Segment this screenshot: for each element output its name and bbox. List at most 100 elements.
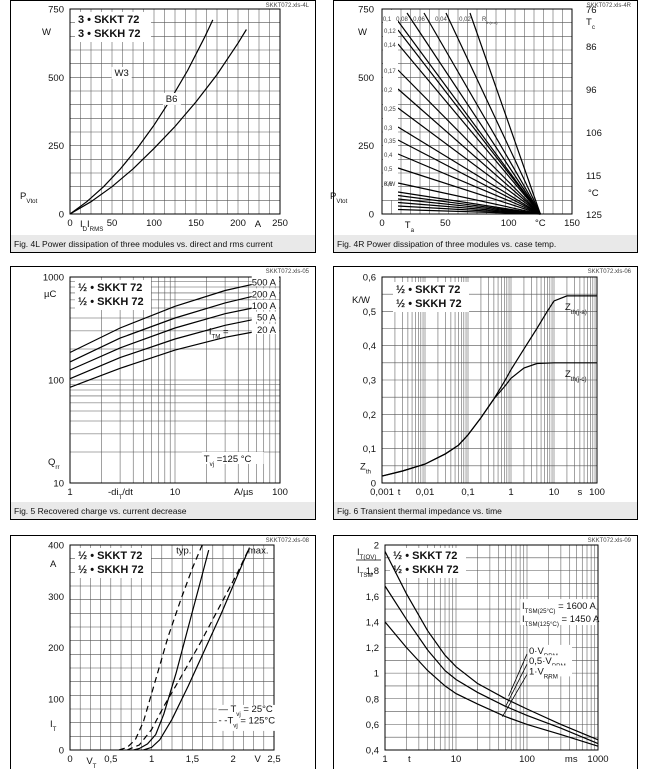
x-tick-label: 10 bbox=[170, 487, 181, 498]
series-line bbox=[69, 331, 253, 388]
x-tick-label: 100 bbox=[501, 218, 517, 229]
y-tick-label: 1,8 bbox=[366, 566, 379, 577]
title-backdrop bbox=[75, 12, 151, 42]
chart-reference-code: SKKT072.xls-4L bbox=[266, 3, 310, 9]
rth-top-label: 0,02 bbox=[459, 17, 471, 23]
right-axis-tick-label: 86 bbox=[586, 42, 597, 53]
legend-backdrop bbox=[216, 704, 297, 731]
panel-border bbox=[10, 0, 316, 253]
x-tick-label: 50 bbox=[107, 218, 118, 229]
series-label-zth-jc: Zth(j-c) bbox=[565, 369, 587, 383]
chart-title-line: 3 • SKKH 72 bbox=[78, 28, 141, 40]
series-line bbox=[69, 295, 253, 363]
rth-line bbox=[397, 43, 541, 215]
y-tick-label: 0,5 bbox=[363, 307, 376, 318]
y-tick-label: 10 bbox=[53, 479, 64, 490]
y-tick-label: 0,8 bbox=[366, 694, 379, 705]
series-label: 200 A bbox=[252, 289, 277, 300]
x-tick-label: 0 bbox=[67, 218, 72, 229]
x-tick-label: 1000 bbox=[587, 754, 608, 765]
label-backdrop bbox=[162, 92, 181, 105]
x-tick-label: 1 bbox=[382, 754, 387, 765]
series-line-b6 bbox=[69, 29, 247, 215]
rth-line bbox=[397, 153, 541, 215]
rth-left-label: 0,17 bbox=[384, 69, 396, 75]
chart-title-line: ½ • SKKT 72 bbox=[396, 284, 460, 296]
x-tick-label: 1 bbox=[508, 487, 513, 498]
plot-frame bbox=[381, 8, 573, 215]
series-label: 50 A bbox=[257, 313, 277, 324]
x-tick-label: 0,1 bbox=[461, 487, 474, 498]
title-backdrop bbox=[75, 280, 151, 310]
x-unit-label: A/µs bbox=[234, 487, 253, 498]
rth-left-label: 0,35 bbox=[384, 139, 396, 145]
series-label-w3: W3 bbox=[115, 68, 129, 79]
y-axis-label-denominator: ITSM bbox=[357, 565, 373, 579]
figure-caption: Fig. 5 Recovered charge vs. current decr… bbox=[14, 506, 187, 516]
y-tick-label: 400 bbox=[48, 541, 64, 552]
figure-caption: Fig. 4R Power dissipation of three modul… bbox=[337, 239, 556, 249]
y-tick-label: 300 bbox=[48, 592, 64, 603]
rth-line bbox=[397, 88, 541, 215]
chart-panel-8: SKKT072.xls-09 0,4 0,6 0,8 1 1,2 1,4 1,6 1,8 2 1 10… bbox=[333, 535, 638, 770]
chart-reference-code: SKKT072.xls-08 bbox=[266, 538, 310, 544]
y-tick-label: 100 bbox=[48, 694, 64, 705]
rth-left-label: 0,2 bbox=[384, 88, 393, 94]
y-tick-label: 750 bbox=[358, 5, 374, 16]
y-tick-label: 500 bbox=[358, 73, 374, 84]
series-line bbox=[118, 545, 203, 750]
x-axis-label: t bbox=[408, 754, 411, 765]
rth-line bbox=[397, 208, 541, 215]
x-tick-label: 150 bbox=[188, 218, 204, 229]
x-tick-label: 100 bbox=[272, 487, 288, 498]
series-line bbox=[384, 551, 599, 741]
x-tick-label: 1,5 bbox=[186, 754, 199, 765]
x-tick-label: 10 bbox=[549, 487, 560, 498]
leader-line bbox=[502, 674, 528, 717]
y-tick-label: 0 bbox=[369, 210, 374, 221]
grid-lines bbox=[381, 8, 573, 215]
y-tick-label: 0,4 bbox=[363, 341, 376, 352]
series-label-zth-ja: Zth(j-a) bbox=[565, 302, 587, 316]
x-axis-label-2: , IRMS bbox=[82, 219, 104, 233]
label-backdrop bbox=[201, 451, 264, 464]
rth-line bbox=[397, 29, 541, 215]
annotation-max: max. bbox=[248, 546, 269, 557]
plot-frame bbox=[69, 276, 281, 484]
rth-line bbox=[397, 139, 541, 215]
y-axis-label: IT bbox=[50, 719, 57, 733]
y-tick-label: 0,4 bbox=[366, 746, 379, 757]
x-unit-label: V bbox=[255, 754, 262, 765]
x-tick-label: 100 bbox=[519, 754, 535, 765]
title-backdrop bbox=[75, 548, 151, 578]
rth-left-label: 0,6 bbox=[384, 182, 393, 188]
y-unit-label: K/W bbox=[352, 295, 370, 306]
rth-left-label: 0,14 bbox=[384, 43, 396, 49]
y-tick-label: 0,6 bbox=[363, 273, 376, 284]
y-axis-label: Qrr bbox=[48, 457, 60, 471]
label-backdrop bbox=[251, 311, 279, 322]
series-label: 100 A bbox=[252, 301, 277, 312]
x-unit-label: ms bbox=[565, 754, 578, 765]
series-line bbox=[69, 319, 253, 380]
rth-line bbox=[406, 12, 541, 215]
y-unit-label: W bbox=[42, 27, 51, 38]
y-tick-label: 1 bbox=[374, 669, 379, 680]
rth-left-label: 0,4 bbox=[384, 153, 393, 159]
rth-label-backdrop bbox=[383, 10, 398, 200]
rth-left-label: 0,3 bbox=[384, 126, 393, 132]
y-tick-label: 750 bbox=[48, 5, 64, 16]
x-tick-label: 100 bbox=[146, 218, 162, 229]
caption-band bbox=[11, 502, 315, 519]
chart-reference-code: SKKT072.xls-06 bbox=[588, 269, 632, 275]
right-axis-tick-label: 106 bbox=[586, 128, 602, 139]
x-tick-label: 100 bbox=[589, 487, 605, 498]
series-line bbox=[69, 283, 253, 354]
annotation-typ: typ. bbox=[176, 546, 191, 557]
y-tick-label: 1000 bbox=[43, 273, 64, 284]
rth-top-label: 0,04 bbox=[435, 17, 447, 23]
y-axis-label: PVtot bbox=[330, 191, 348, 205]
rth-line bbox=[469, 12, 541, 215]
right-axis-tick-label: 96 bbox=[586, 85, 597, 96]
